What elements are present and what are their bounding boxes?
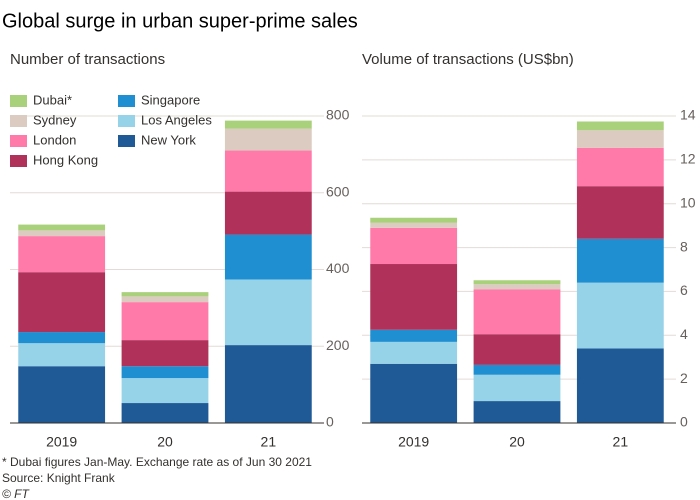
bar-segment <box>121 292 209 297</box>
bar-segment <box>224 120 312 129</box>
subtitle: Number of transactions <box>10 51 165 68</box>
y-tick-label: 800 <box>326 107 350 123</box>
bar-segment <box>224 279 312 346</box>
bar-segment <box>224 191 312 235</box>
y-tick-label: 200 <box>326 337 350 353</box>
source: Source: Knight Frank <box>2 471 116 485</box>
bar-segment <box>121 378 209 404</box>
bar-segment <box>121 340 209 367</box>
bar-segment <box>224 128 312 151</box>
legend-label: Los Angeles <box>141 112 212 127</box>
bar-segment <box>121 403 209 423</box>
title: Global surge in urban super-prime sales <box>2 10 358 32</box>
x-tick-label: 20 <box>157 434 173 450</box>
y-tick-label: 600 <box>326 183 350 199</box>
legend-label: London <box>33 132 76 147</box>
bar-segment <box>370 329 458 342</box>
x-tick-label: 2019 <box>398 434 429 450</box>
credit: © FT <box>2 487 31 500</box>
bar-segment <box>576 130 664 148</box>
bar-segment <box>473 401 561 423</box>
bar-segment <box>370 222 458 228</box>
bar-segment <box>121 366 209 379</box>
y-tick-label: 10 <box>680 194 696 210</box>
bar-segment <box>370 264 458 330</box>
bar-segment <box>576 186 664 239</box>
legend-label: Hong Kong <box>33 152 98 167</box>
subtitle: Volume of transactions (US$bn) <box>362 51 574 68</box>
bar-segment <box>473 374 561 402</box>
y-tick-label: 8 <box>680 238 688 254</box>
legend-swatch <box>10 95 27 107</box>
bar-segment <box>18 236 106 273</box>
legend-swatch <box>118 115 135 127</box>
bar-segment <box>18 272 106 333</box>
bar-segment <box>473 280 561 285</box>
legend-label: Dubai* <box>33 92 72 107</box>
y-tick-label: 4 <box>680 326 688 342</box>
bar-segment <box>18 332 106 344</box>
y-tick-label: 12 <box>680 151 696 167</box>
y-tick-label: 6 <box>680 282 688 298</box>
bar-segment <box>473 284 561 290</box>
bar-segment <box>18 224 106 231</box>
bar-segment <box>576 238 664 283</box>
bar-segment <box>121 302 209 341</box>
bar-segment <box>576 282 664 349</box>
bar-segment <box>18 230 106 237</box>
legend-label: Sydney <box>33 112 77 127</box>
bar-segment <box>473 334 561 365</box>
bar-segment <box>224 345 312 423</box>
bar-segment <box>224 150 312 192</box>
legend-swatch <box>10 115 27 127</box>
legend-label: Singapore <box>141 92 200 107</box>
legend-swatch <box>118 95 135 107</box>
y-tick-label: 400 <box>326 260 350 276</box>
bar-segment <box>18 343 106 367</box>
bar-segment <box>370 363 458 423</box>
bar-segment <box>370 227 458 265</box>
footnote: * Dubai figures Jan-May. Exchange rate a… <box>2 455 312 469</box>
bar-segment <box>576 147 664 187</box>
bar-segment <box>576 348 664 423</box>
bar-segment <box>370 341 458 364</box>
y-tick-label: 0 <box>680 414 688 430</box>
bar-segment <box>370 217 458 223</box>
legend-swatch <box>10 155 27 167</box>
x-tick-label: 2019 <box>46 434 77 450</box>
bar-segment <box>473 364 561 375</box>
legend-label: New York <box>141 132 196 147</box>
y-tick-label: 0 <box>326 414 334 430</box>
y-tick-label: 2 <box>680 370 688 386</box>
x-tick-label: 20 <box>509 434 525 450</box>
x-tick-label: 21 <box>613 434 629 450</box>
y-tick-label: 14 <box>680 107 696 123</box>
bar-segment <box>18 366 106 423</box>
x-tick-label: 21 <box>261 434 277 450</box>
legend-swatch <box>10 135 27 147</box>
bar-segment <box>224 234 312 280</box>
bar-segment <box>121 296 209 303</box>
legend-swatch <box>118 135 135 147</box>
bar-segment <box>576 121 664 131</box>
bar-segment <box>473 289 561 335</box>
